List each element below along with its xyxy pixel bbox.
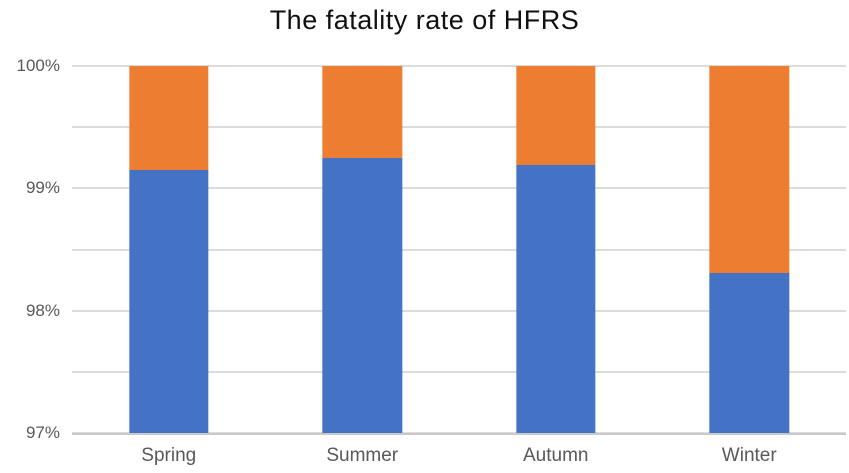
blue-lower-segment-summer — [322, 157, 402, 433]
bar-slot-spring — [72, 66, 266, 433]
x-axis-label-spring: Spring — [141, 445, 197, 466]
x-axis-line — [72, 433, 846, 435]
x-axis-label-winter: Winter — [721, 445, 777, 466]
orange-upper-segment-spring — [129, 66, 209, 170]
blue-lower-segment-spring — [129, 169, 209, 433]
orange-upper-segment-summer — [322, 66, 402, 158]
y-axis-label: 98% — [25, 300, 60, 320]
orange-upper-segment-winter — [709, 66, 789, 273]
bar-slot-autumn — [459, 66, 653, 433]
stacked-bar-summer — [322, 66, 402, 433]
plot-area — [72, 65, 846, 435]
y-axis-label: 99% — [25, 178, 60, 198]
x-axis-label-autumn: Autumn — [523, 445, 589, 466]
gridline — [72, 65, 846, 67]
stacked-bar-spring — [129, 66, 209, 433]
gridline — [72, 309, 846, 312]
gridline — [72, 126, 846, 129]
y-axis-label: 97% — [25, 423, 60, 442]
bar-slot-winter — [653, 66, 847, 433]
blue-lower-segment-autumn — [516, 165, 596, 433]
x-axis-labels: Spring Summer Autumn Winter — [72, 445, 846, 467]
blue-lower-segment-winter — [709, 272, 789, 433]
gridline — [72, 370, 846, 373]
gridline — [72, 248, 846, 251]
chart-title: The fatality rate of HFRS — [269, 5, 580, 35]
stacked-bar-autumn — [516, 66, 596, 433]
stacked-bar-winter — [709, 66, 789, 433]
bar-slot-summer — [266, 66, 460, 433]
x-axis-label-summer: Summer — [326, 445, 399, 466]
gridline — [72, 187, 846, 190]
bars-container — [72, 66, 846, 433]
orange-upper-segment-autumn — [516, 66, 596, 166]
y-axis-label: 100% — [16, 56, 60, 75]
